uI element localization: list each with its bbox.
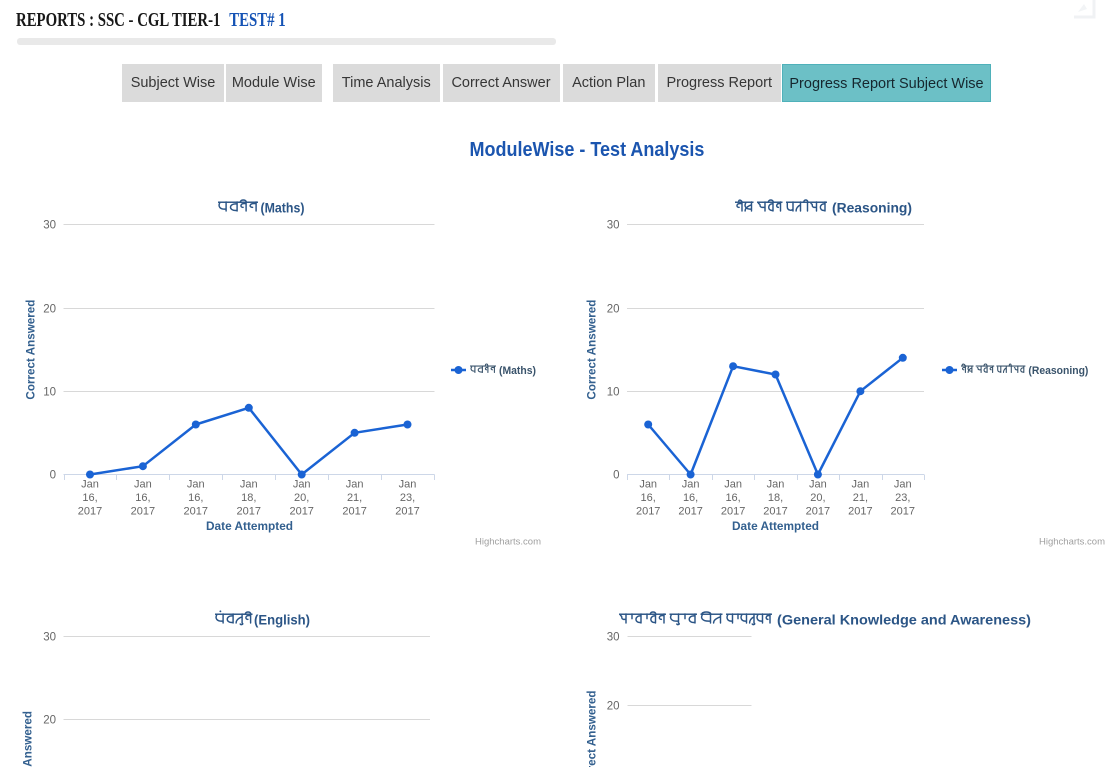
svg-text:18,: 18, [241,492,256,504]
svg-text:Jan: Jan [346,479,364,491]
svg-text:20: 20 [607,701,620,713]
svg-text:(Reasoning): (Reasoning) [1028,365,1088,377]
svg-text:Jan: Jan [81,479,99,491]
svg-text:21,: 21, [853,492,868,504]
svg-text:Jan: Jan [187,479,205,491]
svg-text:16,: 16, [135,492,150,504]
svg-text:Jan: Jan [240,479,258,491]
svg-text:16,: 16, [82,492,97,504]
svg-text:2017: 2017 [342,506,366,518]
svg-text:20: 20 [43,715,56,727]
svg-text:20,: 20, [294,492,309,504]
svg-text:20: 20 [607,304,620,316]
svg-text:2017: 2017 [636,506,660,518]
svg-text:23,: 23, [400,492,415,504]
svg-text:Jan: Jan [399,479,417,491]
svg-text:(Maths): (Maths) [261,200,305,215]
svg-text:16,: 16, [641,492,656,504]
svg-text:Jan: Jan [809,479,827,491]
svg-text:30: 30 [43,220,56,232]
svg-text:2017: 2017 [721,506,745,518]
svg-text:0: 0 [613,470,619,482]
svg-text:Correct Answered: Correct Answered [24,300,38,400]
svg-text:2017: 2017 [848,506,872,518]
svg-text:Jan: Jan [852,479,870,491]
svg-text:2017: 2017 [237,506,261,518]
svg-text:Highcharts.com: Highcharts.com [475,537,541,548]
svg-text:(Maths): (Maths) [499,365,536,377]
svg-text:2017: 2017 [131,506,155,518]
svg-text:2017: 2017 [763,506,787,518]
svg-text:Correct Answered: Correct Answered [585,300,599,400]
svg-text:Date Attempted: Date Attempted [206,519,293,533]
svg-text:Jan: Jan [639,479,657,491]
svg-text:2017: 2017 [395,506,419,518]
svg-text:2017: 2017 [678,506,702,518]
svg-text:Correct Answered: Correct Answered [585,691,599,767]
svg-text:(English): (English) [254,612,310,627]
svg-text:2017: 2017 [184,506,208,518]
svg-text:Correct Answered: Correct Answered [21,711,35,767]
svg-text:2017: 2017 [806,506,830,518]
svg-text:Jan: Jan [682,479,700,491]
svg-text:16,: 16, [683,492,698,504]
svg-text:Jan: Jan [767,479,785,491]
svg-text:Jan: Jan [293,479,311,491]
svg-text:30: 30 [43,632,56,644]
svg-text:10: 10 [607,387,620,399]
svg-text:Jan: Jan [724,479,742,491]
svg-text:2017: 2017 [891,506,915,518]
svg-text:2017: 2017 [289,506,313,518]
svg-text:30: 30 [607,632,620,644]
svg-text:Date Attempted: Date Attempted [732,519,819,533]
svg-text:20,: 20, [810,492,825,504]
svg-text:2017: 2017 [78,506,102,518]
svg-text:10: 10 [43,387,56,399]
svg-text:20: 20 [43,304,56,316]
svg-text:0: 0 [50,470,56,482]
svg-text:30: 30 [607,220,620,232]
svg-text:Jan: Jan [134,479,152,491]
svg-text:18,: 18, [768,492,783,504]
svg-text:Jan: Jan [894,479,912,491]
svg-text:(General Knowledge and Awarene: (General Knowledge and Awareness) [777,612,1031,627]
svg-text:(Reasoning): (Reasoning) [832,200,912,215]
svg-text:21,: 21, [347,492,362,504]
svg-text:16,: 16, [188,492,203,504]
svg-text:16,: 16, [725,492,740,504]
svg-text:23,: 23, [895,492,910,504]
svg-text:Highcharts.com: Highcharts.com [1039,537,1105,548]
